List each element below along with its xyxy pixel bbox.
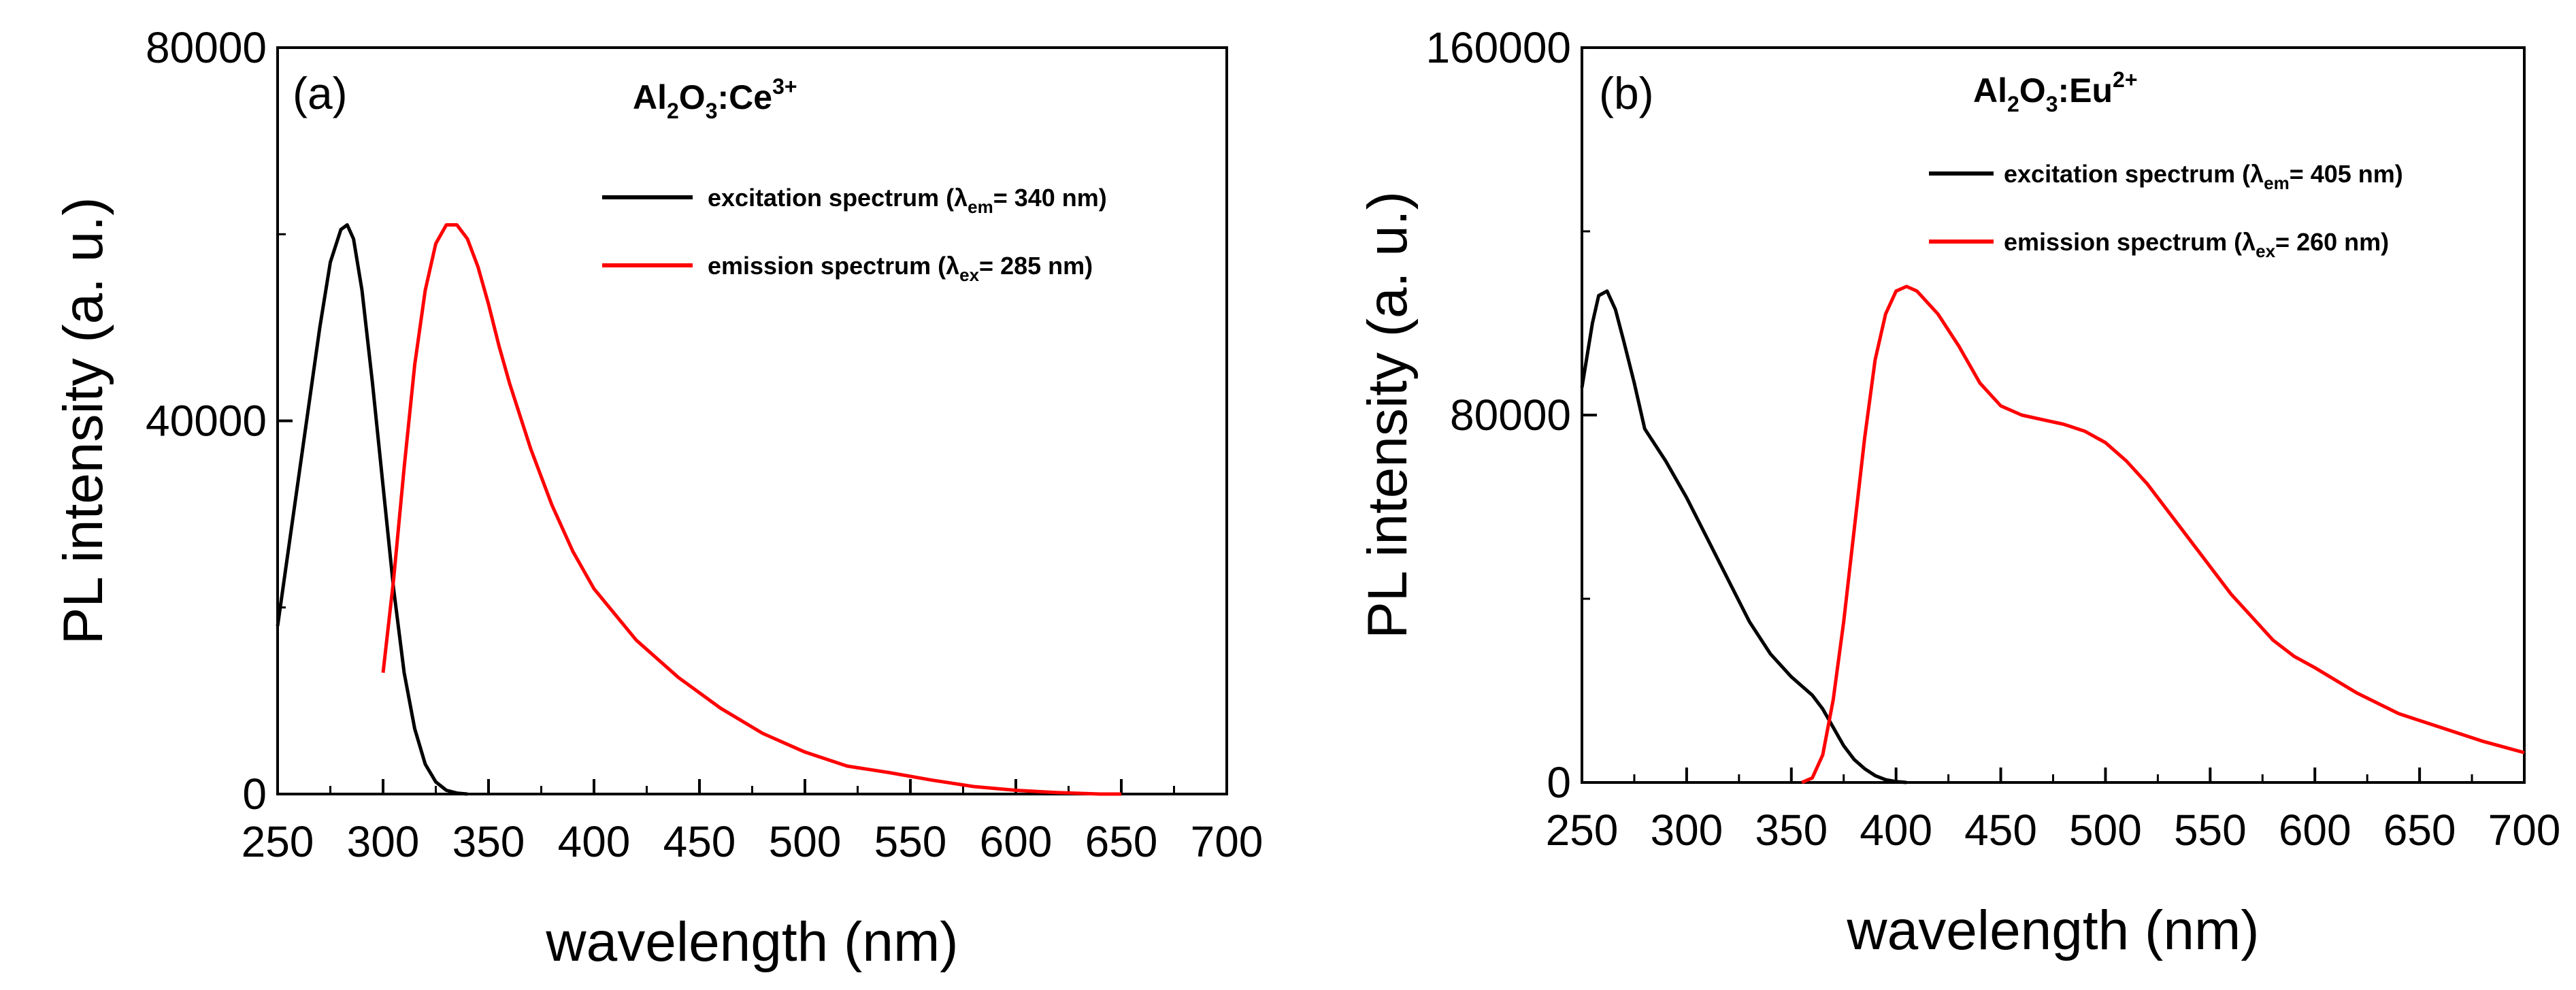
x-tick-label: 600: [980, 817, 1053, 866]
x-tick-label: 250: [1546, 806, 1619, 855]
x-tick-label: 300: [1650, 806, 1723, 855]
y-tick-label: 40000: [146, 397, 267, 446]
x-tick-label: 450: [663, 817, 736, 866]
x-tick-label: 700: [1191, 817, 1264, 866]
x-tick-label: 700: [2488, 806, 2561, 855]
x-tick-label: 400: [1860, 806, 1932, 855]
chart-title-formula: Al2O3:Eu2+: [1973, 67, 2138, 116]
x-tick-label: 350: [1755, 806, 1828, 855]
legend-entry: excitation spectrum (λem= 340 nm): [708, 184, 1107, 217]
plot-frame: [1581, 46, 2526, 784]
panel-label: (a): [293, 68, 348, 118]
y-axis-title: PL intensity (a. u.): [1357, 191, 1419, 639]
chart-panel-a: 250 300 350 400 450 500 550 600 650 700 0 40000 8000…: [52, 23, 1263, 973]
x-tick-label: 550: [874, 817, 947, 866]
x-tick-label: 350: [452, 817, 525, 866]
chart-title-formula: Al2O3:Ce3+: [633, 74, 797, 123]
x-axis-title: wavelength (nm): [545, 911, 958, 973]
x-tick-label: 550: [2174, 806, 2247, 855]
y-tick-label: 80000: [1450, 391, 1571, 440]
x-tick-label: 650: [2383, 806, 2456, 855]
y-tick-label: 0: [1547, 758, 1571, 807]
y-tick-label: 80000: [146, 23, 267, 72]
chart-panel-b: 250 300 350 400 450 500 550 600 650 700 0 80000 1600…: [1357, 23, 2560, 961]
x-axis-title: wavelength (nm): [1846, 900, 2259, 961]
x-tick-label: 400: [558, 817, 631, 866]
x-tick-label: 500: [769, 817, 842, 866]
series-line-excitation-spectrum: [276, 223, 468, 796]
x-tick-label: 300: [347, 817, 420, 866]
legend-entry: emission spectrum (λex= 285 nm): [708, 252, 1093, 285]
y-axis-title: PL intensity (a. u.): [52, 197, 114, 645]
x-tick-label: 250: [242, 817, 314, 866]
series-line-emission-spectrum: [1801, 284, 2525, 785]
series-line-emission-spectrum: [381, 223, 1121, 796]
legend-entry: excitation spectrum (λem= 405 nm): [2004, 160, 2403, 193]
x-tick-label: 500: [2069, 806, 2142, 855]
y-tick-label: 0: [242, 770, 267, 819]
series-line-excitation-spectrum: [1580, 289, 1907, 785]
x-tick-label: 650: [1085, 817, 1158, 866]
x-tick-label: 450: [1964, 806, 2037, 855]
legend-entry: emission spectrum (λex= 260 nm): [2004, 228, 2389, 261]
plot-frame: [276, 46, 1228, 795]
y-tick-label: 160000: [1425, 23, 1571, 72]
x-tick-label: 600: [2279, 806, 2351, 855]
panel-label: (b): [1599, 68, 1654, 118]
